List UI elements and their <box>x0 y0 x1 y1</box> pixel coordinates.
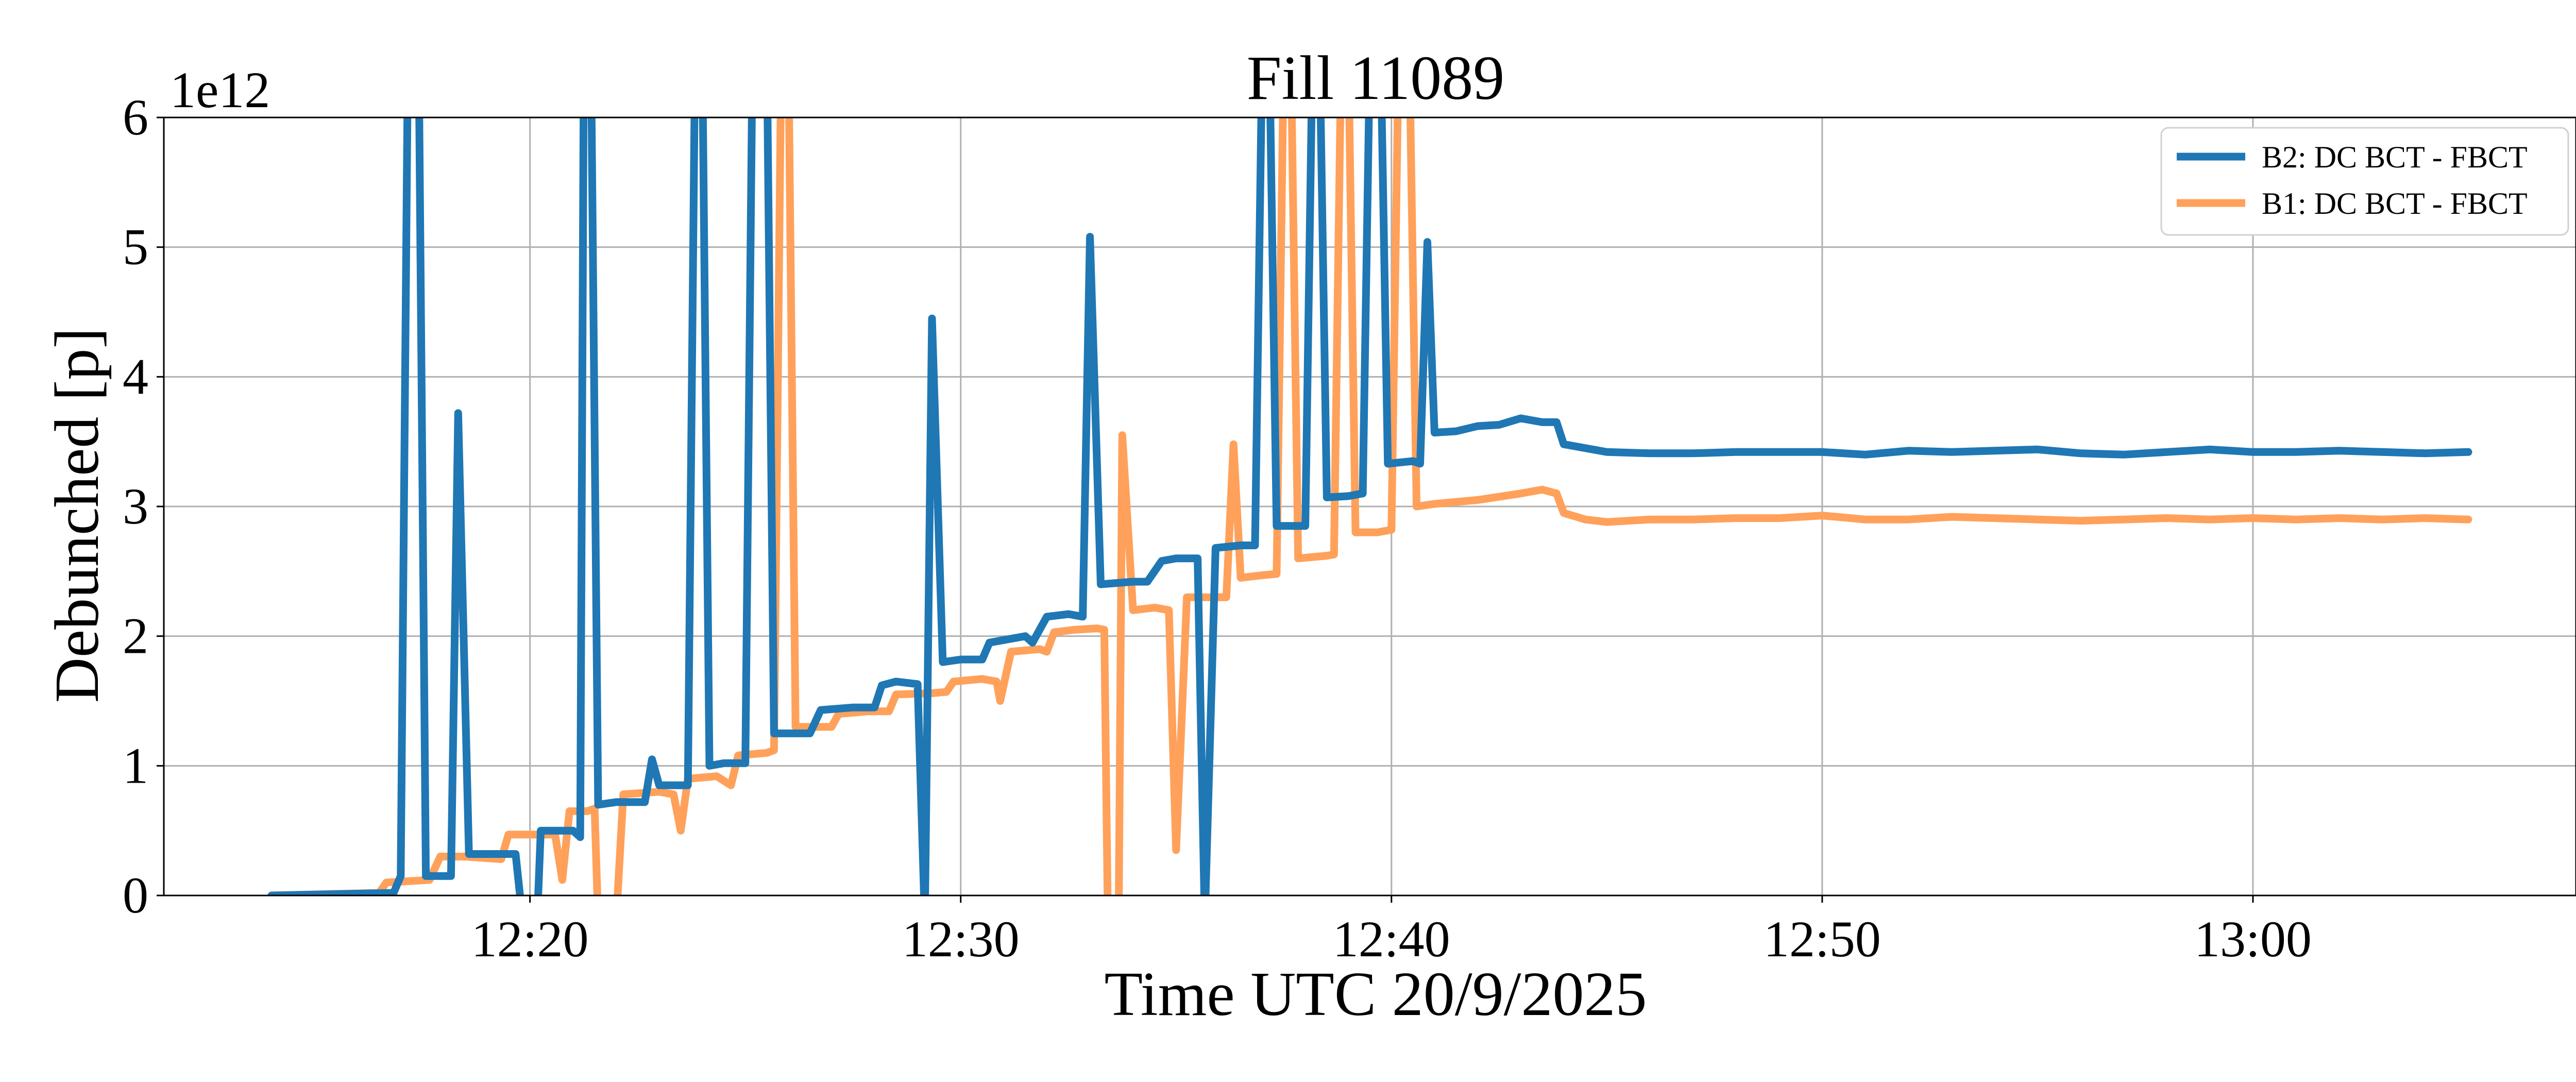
x-tick-label: 12:20 <box>471 910 589 968</box>
chart-title: Fill 11089 <box>1247 43 1505 113</box>
y-tick-label: 1 <box>123 737 148 794</box>
legend-label-b2: B2: DC BCT - FBCT <box>2262 140 2528 174</box>
axis-ticks: 12:20 12:30 12:40 12:50 13:00 0 1 2 3 4 5 6 <box>123 89 2312 968</box>
y-axis-label: Debunched [p] <box>42 328 112 703</box>
x-tick-label: 12:30 <box>902 910 1020 968</box>
plot-area <box>267 117 2472 895</box>
x-tick-label: 13:00 <box>2194 910 2312 968</box>
series-line-b1 <box>267 117 2472 895</box>
legend: B2: DC BCT - FBCT B1: DC BCT - FBCT <box>2160 127 2569 236</box>
y-tick-label: 3 <box>123 478 148 535</box>
x-tick-label: 12:50 <box>1764 910 1881 968</box>
series-group <box>267 117 2472 895</box>
x-axis-label: Time UTC 20/9/2025 <box>1105 959 1647 1029</box>
series-line-b2 <box>267 117 2472 895</box>
x-tick-label: 12:40 <box>1333 910 1450 968</box>
y-tick-label: 4 <box>123 348 148 405</box>
legend-box <box>2160 127 2569 236</box>
y-tick-label: 6 <box>123 89 148 146</box>
plot-frame <box>163 116 2576 897</box>
legend-label-b1: B1: DC BCT - FBCT <box>2262 187 2528 221</box>
y-tick-label: 2 <box>123 607 148 665</box>
y-tick-label: 0 <box>123 867 148 924</box>
y-offset-label: 1e12 <box>170 61 270 119</box>
y-tick-label: 5 <box>123 218 148 276</box>
